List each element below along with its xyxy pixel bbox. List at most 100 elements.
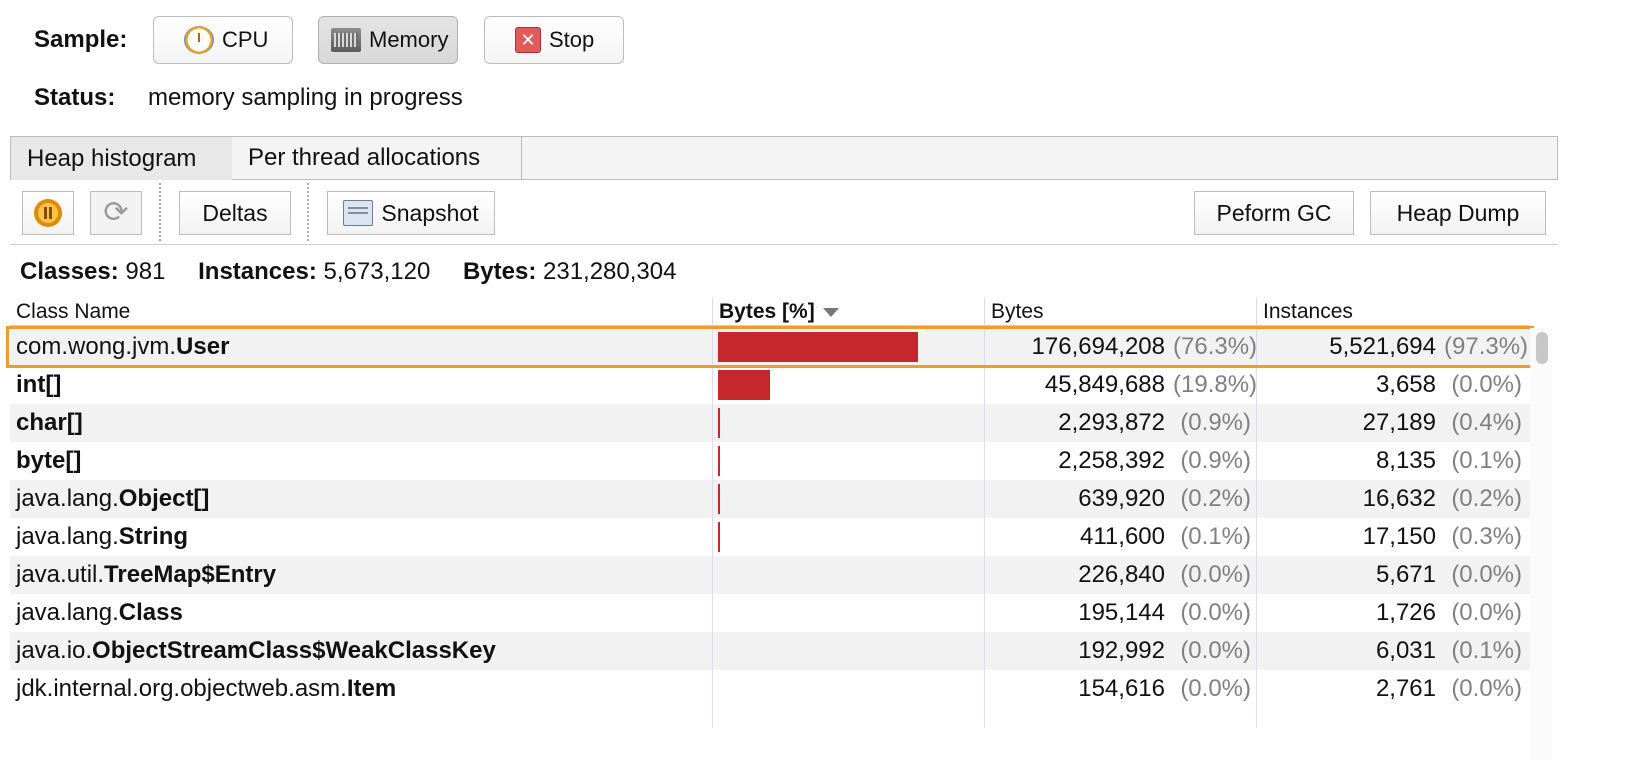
table-row[interactable]: java.lang. Class 195,144 (0.0%) 1,726 (0.0%) [10, 594, 1530, 632]
refresh-button[interactable]: ⟳ [90, 191, 142, 235]
stop-button-label: Stop [549, 27, 595, 52]
bytes-percent-cell [718, 442, 984, 480]
bytes-cell: 45,849,688 (19.8%) [985, 366, 1258, 404]
class-simple-name: String [118, 523, 189, 550]
deltas-button[interactable]: Deltas [179, 191, 291, 235]
snapshot-icon [343, 200, 374, 226]
bytes-share: (19.8%) [1173, 371, 1258, 398]
table-row[interactable]: java.util. TreeMap$Entry 226,840 (0.0%) 5,67… [10, 556, 1530, 594]
class-package: java.lang. [16, 523, 119, 550]
class-package: java.lang. [16, 485, 119, 512]
instances-cell: 17,150 (0.3%) [1256, 518, 1526, 556]
tab-heap-histogram[interactable]: Heap histogram [10, 136, 233, 180]
class-simple-name: Object[] [118, 485, 210, 512]
bytes-cell: 176,694,208 (76.3%) [985, 328, 1258, 366]
table-row[interactable]: jdk.internal.org.objectweb.asm. Item 154,6… [10, 670, 1530, 708]
table-row[interactable]: com.wong.jvm. User 176,694,208 (76.3%) 5,521… [10, 328, 1530, 366]
bytes-value: 2,293,872 [1058, 409, 1165, 436]
instances-label: Instances: [198, 258, 317, 285]
tab-per-thread-allocations[interactable]: Per thread allocations [232, 136, 522, 180]
memory-button-label: Memory [369, 27, 449, 52]
perform-gc-button[interactable]: Peform GC [1194, 191, 1354, 235]
column-header-class-name[interactable]: Class Name [16, 300, 131, 323]
class-package: java.io. [16, 637, 93, 664]
bytes-cell: 195,144 (0.0%) [985, 594, 1255, 632]
sample-label: Sample: [34, 26, 128, 53]
class-simple-name: byte[] [16, 447, 82, 474]
stop-sample-button[interactable]: ✕ Stop [484, 16, 624, 64]
instances-value: 16,632 [1362, 485, 1436, 512]
bytes-percent-bar [718, 446, 721, 476]
snapshot-button-label: Snapshot [381, 199, 479, 226]
bytes-value: 195,144 [1078, 599, 1165, 626]
instances-cell: 5,521,694 (97.3%) [1256, 328, 1528, 366]
table-row[interactable]: java.lang. Object[] 639,920 (0.2%) 16,632 (0.… [10, 480, 1530, 518]
column-header-instances[interactable]: Instances [1256, 298, 1530, 326]
bytes-value: 192,992 [1078, 637, 1165, 664]
class-package: jdk.internal.org.objectweb.asm. [16, 675, 347, 702]
class-name-cell: java.util. TreeMap$Entry [16, 556, 706, 594]
instances-count: 5,673,120 [323, 258, 431, 285]
instances-share: (0.4%) [1451, 409, 1522, 436]
bytes-label: Bytes: [462, 258, 537, 285]
bytes-share: (0.9%) [1180, 409, 1251, 436]
bytes-cell: 2,293,872 (0.9%) [985, 404, 1255, 442]
table-row[interactable]: int[] 45,849,688 (19.8%) 3,658 (0.0%) [10, 366, 1530, 404]
memory-chip-icon [331, 28, 361, 52]
heap-dump-button[interactable]: Heap Dump [1370, 191, 1546, 235]
status-label: Status: [34, 84, 116, 111]
instances-value: 1,726 [1375, 599, 1436, 626]
class-package: com.wong.jvm. [16, 333, 177, 360]
bytes-cell: 192,992 (0.0%) [985, 632, 1255, 670]
class-simple-name: Class [118, 599, 183, 626]
sort-descending-icon [822, 307, 839, 317]
instances-cell: 27,189 (0.4%) [1256, 404, 1526, 442]
view-tabs: Heap histogram Per thread allocations [10, 136, 1558, 180]
table-scrollbar[interactable] [1530, 328, 1552, 760]
table-header: Class Name Bytes [%] Bytes Instances [10, 298, 1530, 326]
cpu-sample-button[interactable]: CPU [153, 16, 293, 64]
pause-button[interactable] [22, 191, 74, 235]
bytes-cell: 226,840 (0.0%) [985, 556, 1255, 594]
instances-cell: 1,726 (0.0%) [1256, 594, 1526, 632]
bytes-value: 226,840 [1078, 561, 1165, 588]
histogram-toolbar: ⟳ Deltas Snapshot Peform GC Heap Dump [10, 181, 1558, 245]
instances-value: 3,658 [1375, 371, 1436, 398]
cpu-button-label: CPU [222, 27, 269, 52]
bytes-share: (0.0%) [1180, 599, 1251, 626]
table-row[interactable]: java.lang. String 411,600 (0.1%) 17,150 (0.3%… [10, 518, 1530, 556]
instances-value: 8,135 [1375, 447, 1436, 474]
classes-label: Classes: [20, 258, 119, 285]
table-row[interactable]: java.io. ObjectStreamClass$WeakClassKey 19… [10, 632, 1530, 670]
bytes-count: 231,280,304 [543, 258, 677, 285]
bytes-cell: 639,920 (0.2%) [985, 480, 1255, 518]
memory-sample-button[interactable]: Memory [318, 16, 458, 64]
bytes-cell: 2,258,392 (0.9%) [985, 442, 1255, 480]
instances-cell: 3,658 (0.0%) [1256, 366, 1526, 404]
bytes-percent-bar [718, 522, 720, 552]
table-row[interactable]: char[] 2,293,872 (0.9%) 27,189 (0.4%) [10, 404, 1530, 442]
bytes-percent-cell [718, 632, 984, 670]
column-header-bytes[interactable]: Bytes [984, 298, 1256, 326]
bytes-share: (0.0%) [1180, 675, 1251, 702]
instances-share: (0.0%) [1451, 599, 1522, 626]
table-row[interactable]: byte[] 2,258,392 (0.9%) 8,135 (0.1%) [10, 442, 1530, 480]
bytes-cell: 411,600 (0.1%) [985, 518, 1255, 556]
bytes-percent-bar [718, 332, 918, 362]
scrollbar-thumb[interactable] [1536, 332, 1548, 364]
bytes-percent-cell [718, 404, 984, 442]
bytes-share: (0.0%) [1180, 561, 1251, 588]
bytes-value: 639,920 [1078, 485, 1165, 512]
bytes-percent-cell [718, 556, 984, 594]
snapshot-button[interactable]: Snapshot [327, 191, 495, 235]
class-name-cell: jdk.internal.org.objectweb.asm. Item [16, 670, 706, 708]
heap-histogram-table: Class Name Bytes [%] Bytes Instances com… [10, 298, 1558, 760]
heap-summary: Classes: 981 Instances: 5,673,120 Bytes:… [20, 258, 676, 286]
class-simple-name: Item [346, 675, 397, 702]
column-header-bytes-percent[interactable]: Bytes [%] [712, 298, 984, 326]
instances-share: (0.1%) [1451, 447, 1522, 474]
bytes-share: (0.2%) [1180, 485, 1251, 512]
bytes-share: (76.3%) [1173, 333, 1258, 360]
instances-cell: 5,671 (0.0%) [1256, 556, 1526, 594]
class-name-cell: java.lang. Class [16, 594, 706, 632]
